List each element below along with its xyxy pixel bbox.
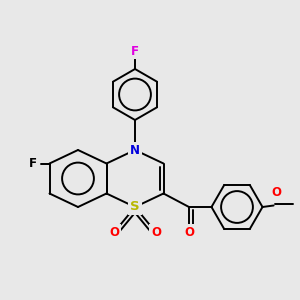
Text: O: O	[151, 226, 161, 239]
Text: O: O	[109, 226, 119, 239]
Text: O: O	[184, 226, 194, 239]
Text: F: F	[131, 44, 139, 58]
Text: F: F	[29, 157, 37, 170]
Text: S: S	[130, 200, 140, 214]
Text: N: N	[130, 143, 140, 157]
Text: O: O	[272, 186, 282, 199]
